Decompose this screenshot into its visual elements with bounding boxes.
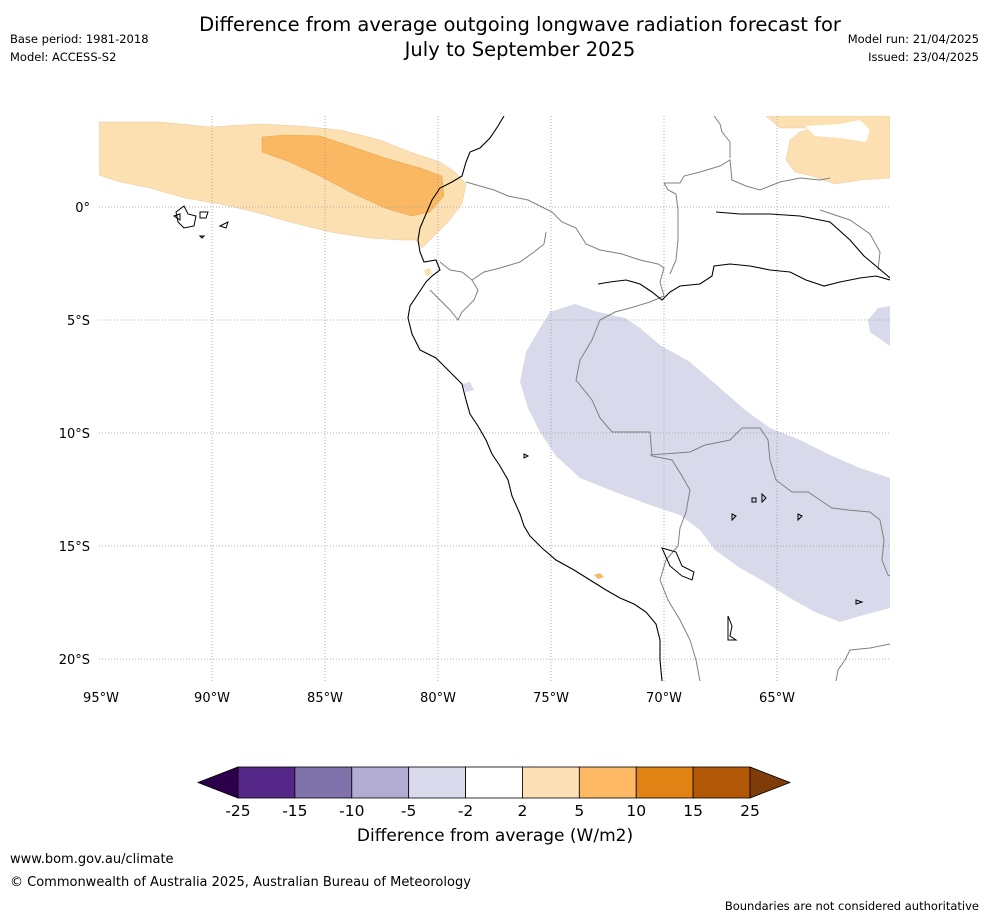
lon-label: 75°W: [533, 691, 569, 706]
anomaly-positive-small-peru: [594, 573, 604, 579]
base-period-text: Base period: 1981-2018: [10, 32, 149, 46]
anomaly-negative-east: [868, 306, 890, 346]
colorbar-segment: [522, 766, 580, 799]
colorbar-tick-label: 15: [683, 802, 703, 820]
title-line-2: July to September 2025: [404, 38, 636, 61]
meta-right: Model run: 21/04/2025 Issued: 23/04/2025: [848, 30, 979, 66]
model-run-text: Model run: 21/04/2025: [847, 32, 979, 46]
colorbar-tick-label: 25: [740, 802, 760, 820]
lon-label: 70°W: [646, 691, 682, 706]
colorbar-tick-label: -5: [401, 802, 416, 820]
lon-label: 90°W: [194, 691, 230, 706]
latitude-labels: 0° 5°S 10°S 15°S 20°S: [59, 201, 90, 668]
lat-label: 15°S: [59, 540, 90, 555]
colorbar-tick-label: -2: [458, 802, 473, 820]
country-borders: [429, 116, 890, 681]
anomaly-positive-mid-pacific: [261, 134, 445, 217]
footer-copyright: © Commonwealth of Australia 2025, Austra…: [10, 875, 471, 890]
anomaly-negative-small: [462, 382, 474, 392]
colorbar-segment: [692, 766, 751, 799]
colorbar-arrow-left: [196, 766, 239, 799]
colorbar-tick-label: 2: [518, 802, 528, 820]
footer-disclaimer: Boundaries are not considered authoritat…: [724, 899, 979, 913]
colorbar-segment: [294, 766, 353, 799]
colorbar-ticks: -25 -15 -10 -5 -2 2 5 10 15 25: [225, 802, 760, 820]
lat-label: 20°S: [59, 653, 90, 668]
lon-label: 85°W: [307, 691, 343, 706]
islands: [172, 205, 864, 641]
colorbar-segment: [465, 766, 523, 799]
colorbar-segment: [578, 766, 637, 799]
graticule: [99, 116, 890, 681]
issued-text: Issued: 23/04/2025: [868, 50, 979, 64]
anomaly-white-hole-north: [805, 120, 870, 142]
lat-label: 10°S: [59, 427, 90, 442]
colorbar-tick-label: 5: [574, 802, 584, 820]
anomaly-positive-light-pacific: [99, 121, 467, 249]
longitude-labels: 95°W 90°W 85°W 80°W 75°W 70°W 65°W: [83, 691, 795, 706]
lon-label: 65°W: [759, 691, 795, 706]
title-line-1: Difference from average outgoing longwav…: [199, 13, 841, 36]
colorbar-tick-label: 10: [626, 802, 646, 820]
anomaly-positive-small-ecuador: [424, 268, 432, 276]
anomaly-negative-main: [520, 304, 890, 622]
colorbar-segment: [408, 766, 466, 799]
colorbar-tick-label: -10: [339, 802, 364, 820]
model-text: Model: ACCESS-S2: [10, 50, 117, 64]
colorbar-tick-label: -15: [282, 802, 307, 820]
colorbar-segment: [237, 766, 296, 799]
lon-label: 80°W: [420, 691, 456, 706]
colorbar: -25 -15 -10 -5 -2 2 5 10 15 25: [196, 766, 792, 820]
map: 0° 5°S 10°S 15°S 20°S 95°W 90°W 85°W 80°…: [59, 116, 890, 706]
colorbar-tick-label: -25: [225, 802, 250, 820]
colorbar-segment: [635, 766, 694, 799]
map-background: [99, 116, 890, 681]
colorbar-label: Difference from average (W/m2): [356, 826, 634, 846]
map-canvas: 0° 5°S 10°S 15°S 20°S 95°W 90°W 85°W 80°…: [59, 116, 890, 706]
lat-label: 5°S: [67, 314, 90, 329]
coastlines: [407, 116, 890, 681]
colorbar-segments: [196, 766, 792, 799]
lat-label: 0°: [75, 201, 90, 216]
colorbar-segment: [351, 766, 410, 799]
chart-title: Difference from average outgoing longwav…: [120, 12, 920, 62]
meta-left: Base period: 1981-2018 Model: ACCESS-S2: [10, 30, 149, 66]
lon-label: 95°W: [83, 691, 119, 706]
footer-url: www.bom.gov.au/climate: [10, 852, 174, 867]
colorbar-arrow-right: [749, 766, 792, 799]
